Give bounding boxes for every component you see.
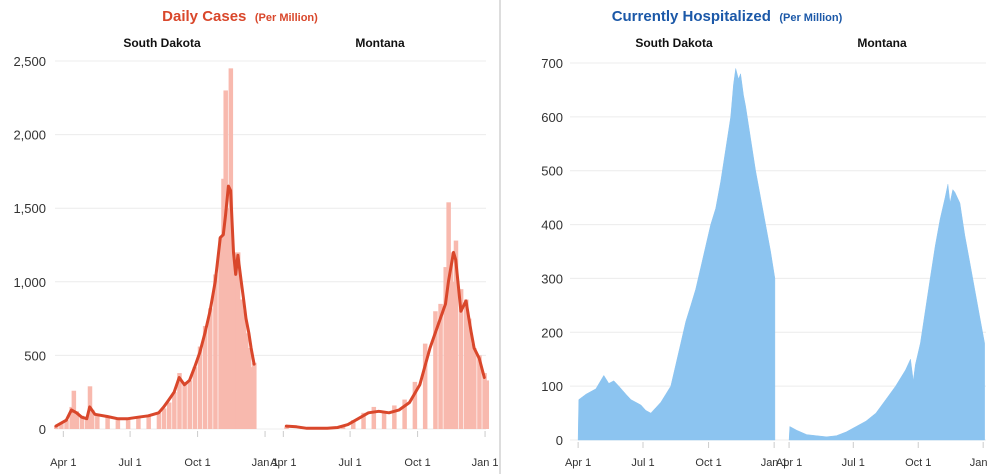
cases-bar-montana [422, 343, 428, 429]
cases-x-tick-label-montana: Oct 1 [404, 457, 430, 469]
hospitalized-title-suffix: (Per Million) [779, 12, 842, 24]
cases-bar-south-dakota [252, 362, 257, 429]
cases-bar-south-dakota [223, 90, 228, 429]
cases-bar-south-dakota [59, 423, 64, 429]
cases-x-tick-label-montana: Jan 1 [472, 457, 499, 469]
cases-y-tick-label: 1,000 [13, 275, 46, 290]
cases-bar-south-dakota [177, 373, 182, 429]
hospitalized-y-tick-label: 0 [556, 433, 563, 448]
cases-bar-montana [472, 348, 477, 429]
hospitalized-x-tick-label-south-dakota: Jan 1 [761, 457, 788, 469]
cases-bar-montana [458, 289, 464, 429]
hospitalized-x-tick-label-south-dakota: Jul 1 [631, 457, 654, 469]
cases-x-tick-label-south-dakota: Oct 1 [184, 457, 210, 469]
cases-bar-south-dakota [84, 418, 90, 429]
cases-x-tick-label-south-dakota: Jul 1 [118, 457, 141, 469]
cases-bar-south-dakota [213, 274, 218, 429]
cases-bar-south-dakota [238, 299, 244, 429]
cases-bar-south-dakota [197, 346, 203, 429]
cases-y-tick-label: 2,000 [13, 128, 46, 143]
cases-y-tick-label: 500 [24, 348, 46, 363]
hospitalized-y-tick-label: 300 [541, 271, 563, 286]
cases-bar-montana [381, 411, 387, 429]
cases-bar-south-dakota [249, 367, 254, 429]
cases-bar-south-dakota [79, 415, 85, 429]
cases-bar-south-dakota [182, 381, 187, 429]
cases-bar-montana [392, 405, 397, 429]
cases-y-tick-label: 2,500 [13, 54, 46, 69]
cases-bar-south-dakota [156, 412, 162, 429]
hospitalized-x-tick-label-south-dakota: Apr 1 [565, 457, 591, 469]
cases-y-tick-label: 0 [39, 422, 46, 437]
cases-bar-south-dakota [161, 408, 167, 429]
cases-panel-title-montana: Montana [355, 36, 405, 50]
cases-bar-south-dakota [136, 417, 141, 429]
cases-bar-montana [361, 412, 366, 429]
cases-bar-south-dakota [243, 333, 249, 429]
cases-bar-montana [469, 343, 474, 429]
cases-bar-south-dakota [228, 68, 234, 430]
hospitalized-area-montana [788, 184, 985, 441]
cases-bar-south-dakota [202, 325, 208, 429]
cases-x-tick-label-montana: Apr 1 [270, 457, 296, 469]
hospitalized-x-tick-label-montana: Jul 1 [842, 457, 865, 469]
cases-bar-south-dakota [89, 409, 95, 429]
cases-title-text: Daily Cases [162, 8, 246, 25]
cases-panel-title-south-dakota: South Dakota [123, 36, 201, 50]
cases-bar-south-dakota [218, 237, 223, 429]
cases-bar-montana [402, 399, 407, 429]
cases-bar-montana [453, 240, 459, 429]
cases-bar-montana [477, 355, 482, 429]
cases-bar-montana [438, 303, 443, 429]
hospitalized-area-south-dakota [577, 68, 776, 441]
cases-bar-montana [371, 406, 377, 429]
hospitalized-x-tick-label-montana: Jan 1 [970, 457, 989, 469]
hospitalized-y-tick-label: 700 [541, 56, 563, 71]
cases-bar-montana [284, 426, 289, 429]
cases-bar-montana [463, 299, 469, 429]
hospitalized-y-tick-label: 500 [541, 164, 563, 179]
cases-y-tick-label: 1,500 [13, 201, 46, 216]
cases-bar-south-dakota [74, 411, 80, 429]
hospitalized-y-tick-label: 600 [541, 110, 563, 125]
cases-trend-line-south-dakota [54, 184, 256, 428]
cases-bar-south-dakota [105, 417, 110, 429]
hospitalized-x-tick-label-montana: Oct 1 [905, 457, 931, 469]
hospitalized-x-tick-label-montana: Apr 1 [776, 457, 802, 469]
cases-bar-south-dakota [192, 367, 198, 429]
cases-bar-south-dakota [95, 415, 100, 429]
cases-bar-montana [448, 252, 454, 429]
cases-bar-montana [351, 420, 356, 429]
hospitalized-panel-title-montana: Montana [857, 36, 907, 50]
cases-x-tick-label-south-dakota: Jan 1 [252, 457, 279, 469]
hospitalized-x-tick-label-south-dakota: Oct 1 [695, 457, 721, 469]
cases-x-tick-label-montana: Jul 1 [338, 457, 361, 469]
cases-bar-montana [412, 381, 418, 429]
cases-bar-south-dakota [208, 308, 213, 429]
cases-bar-montana [484, 380, 490, 429]
cases-bar-south-dakota [125, 417, 131, 429]
cases-bar-south-dakota [115, 418, 121, 429]
cases-bar-south-dakota [235, 252, 241, 429]
cases-bar-south-dakota [172, 392, 177, 429]
cases-bar-south-dakota [187, 380, 193, 429]
hospitalized-panel-title-south-dakota: South Dakota [635, 36, 713, 50]
hospitalized-y-tick-label: 200 [541, 325, 563, 340]
hospitalized-y-tick-label: 400 [541, 218, 563, 233]
cases-chart-title: Daily Cases (Per Million) [162, 8, 318, 25]
cases-bar-south-dakota [166, 402, 172, 429]
hospitalized-title-text: Currently Hospitalized [612, 8, 771, 25]
cases-trend-line-montana [284, 250, 486, 430]
cases-x-tick-label-south-dakota: Apr 1 [50, 457, 76, 469]
cases-bar-south-dakota [146, 415, 151, 429]
cases-bar-montana [443, 267, 448, 429]
hospitalized-chart-title: Currently Hospitalized (Per Million) [612, 8, 843, 25]
hospitalized-y-tick-label: 100 [541, 379, 563, 394]
cases-bar-south-dakota [64, 420, 69, 429]
cases-title-suffix: (Per Million) [255, 12, 318, 24]
cases-bar-montana [433, 311, 438, 429]
